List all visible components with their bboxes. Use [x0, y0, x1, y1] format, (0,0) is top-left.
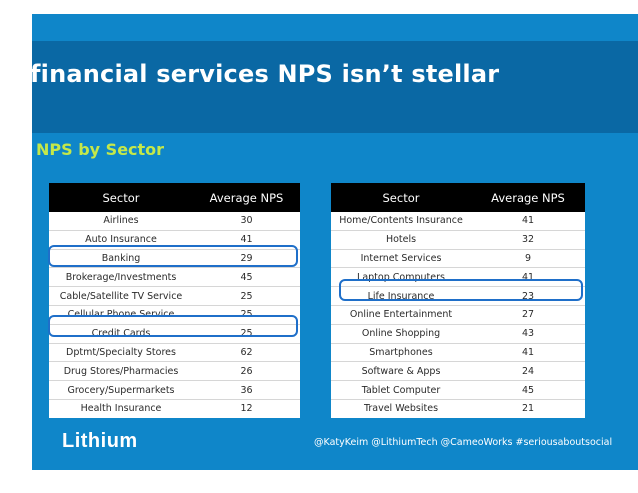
nps-cell: 25 — [193, 286, 300, 306]
sector-cell: Banking — [49, 249, 193, 269]
nps-cell: 12 — [240, 403, 253, 415]
highlight-banking-row — [48, 245, 298, 267]
nps-cell: 32 — [471, 230, 585, 250]
nps-cell: 41 — [193, 230, 300, 250]
table-row: Airlines 30 — [49, 212, 300, 231]
nps-cell: 24 — [471, 361, 585, 382]
sector-cell: Hotels — [331, 230, 471, 250]
table-row: Internet Services 9 — [331, 249, 585, 269]
sector-cell: Home/Contents Insurance — [331, 212, 471, 231]
table-row: Banking 29 — [49, 249, 300, 269]
nps-table-left: Sector Average NPS Airlines 30 Auto Insur… — [49, 183, 300, 418]
table-row: Health Insurance 12 — [49, 399, 300, 417]
sector-cell: Auto Insurance — [49, 230, 193, 250]
sector-cell: Grocery/Supermarkets — [49, 380, 193, 400]
sector-cell: Life Insurance — [331, 286, 471, 306]
slide-subtitle: NPS by Sector — [36, 140, 165, 159]
nps-cell: 41 — [471, 212, 585, 231]
nps-cell: 36 — [193, 380, 300, 400]
table-row: Online Shopping 43 — [331, 324, 585, 344]
sector-cell: Airlines — [49, 212, 193, 231]
title-band — [32, 41, 638, 133]
nps-cell: 25 — [193, 324, 300, 344]
highlight-credit-cards-row — [48, 315, 298, 337]
nps-cell: 21 — [521, 403, 535, 415]
nps-cell: 45 — [471, 380, 585, 400]
table-header-row: Sector Average NPS — [49, 183, 300, 212]
nps-cell: 23 — [471, 286, 585, 306]
nps-cell: 30 — [193, 212, 300, 231]
sector-cell: Drug Stores/Pharmacies — [49, 361, 193, 382]
sector-cell: Online Entertainment — [331, 305, 471, 325]
table-row: Cable/Satellite TV Service 25 — [49, 286, 300, 306]
nps-cell: 26 — [193, 361, 300, 382]
nps-cell: 62 — [193, 343, 300, 363]
table-row: Auto Insurance 41 — [49, 230, 300, 250]
lithium-logo: Lithium — [62, 430, 138, 452]
table-row: Dptmt/Specialty Stores 62 — [49, 343, 300, 363]
table-row: Laptop Computers 41 — [331, 267, 585, 288]
sector-cell: Credit Cards — [49, 324, 193, 344]
table-row: Drug Stores/Pharmacies 26 — [49, 361, 300, 382]
nps-cell: 29 — [193, 249, 300, 269]
footer-hashtags: @KatyKeim @LithiumTech @CameoWorks #seri… — [314, 437, 613, 448]
table-row: Tablet Computer 45 — [331, 380, 585, 400]
slide-title: financial services NPS isn’t stellar — [30, 60, 500, 88]
table-row: Travel Websites 21 — [331, 399, 585, 417]
sector-cell: Internet Services — [331, 249, 471, 269]
nps-cell: 45 — [193, 267, 300, 288]
table-row: Hotels 32 — [331, 230, 585, 250]
sector-cell: Smartphones — [331, 343, 471, 363]
sector-cell: Online Shopping — [331, 324, 471, 344]
nps-cell: 41 — [471, 343, 585, 363]
nps-cell: 27 — [471, 305, 585, 325]
column-header-sector: Sector — [331, 183, 471, 212]
nps-cell: 43 — [471, 324, 585, 344]
nps-cell: 9 — [471, 249, 585, 269]
table-row: Credit Cards 25 — [49, 324, 300, 344]
table-header-row: Sector Average NPS — [331, 183, 585, 212]
table-row: Life Insurance 23 — [331, 286, 585, 306]
table-row: Home/Contents Insurance 41 — [331, 212, 585, 231]
sector-cell: Cable/Satellite TV Service — [49, 286, 193, 306]
sector-cell: Travel Websites — [363, 403, 439, 415]
table-row: Smartphones 41 — [331, 343, 585, 363]
table-row: Software & Apps 24 — [331, 361, 585, 382]
column-header-average-nps: Average NPS — [193, 183, 300, 212]
table-row: Online Entertainment 27 — [331, 305, 585, 325]
sector-cell: Dptmt/Specialty Stores — [49, 343, 193, 363]
sector-cell: Software & Apps — [331, 361, 471, 382]
sector-cell: Laptop Computers — [331, 267, 471, 288]
sector-cell: Health Insurance — [80, 403, 162, 415]
table-row: Brokerage/Investments 45 — [49, 267, 300, 288]
nps-cell: 41 — [471, 267, 585, 288]
highlight-life-insurance-row — [339, 279, 583, 301]
column-header-average-nps: Average NPS — [471, 183, 585, 212]
sector-cell: Tablet Computer — [331, 380, 471, 400]
sector-cell: Brokerage/Investments — [49, 267, 193, 288]
table-row: Grocery/Supermarkets 36 — [49, 380, 300, 400]
column-header-sector: Sector — [49, 183, 193, 212]
